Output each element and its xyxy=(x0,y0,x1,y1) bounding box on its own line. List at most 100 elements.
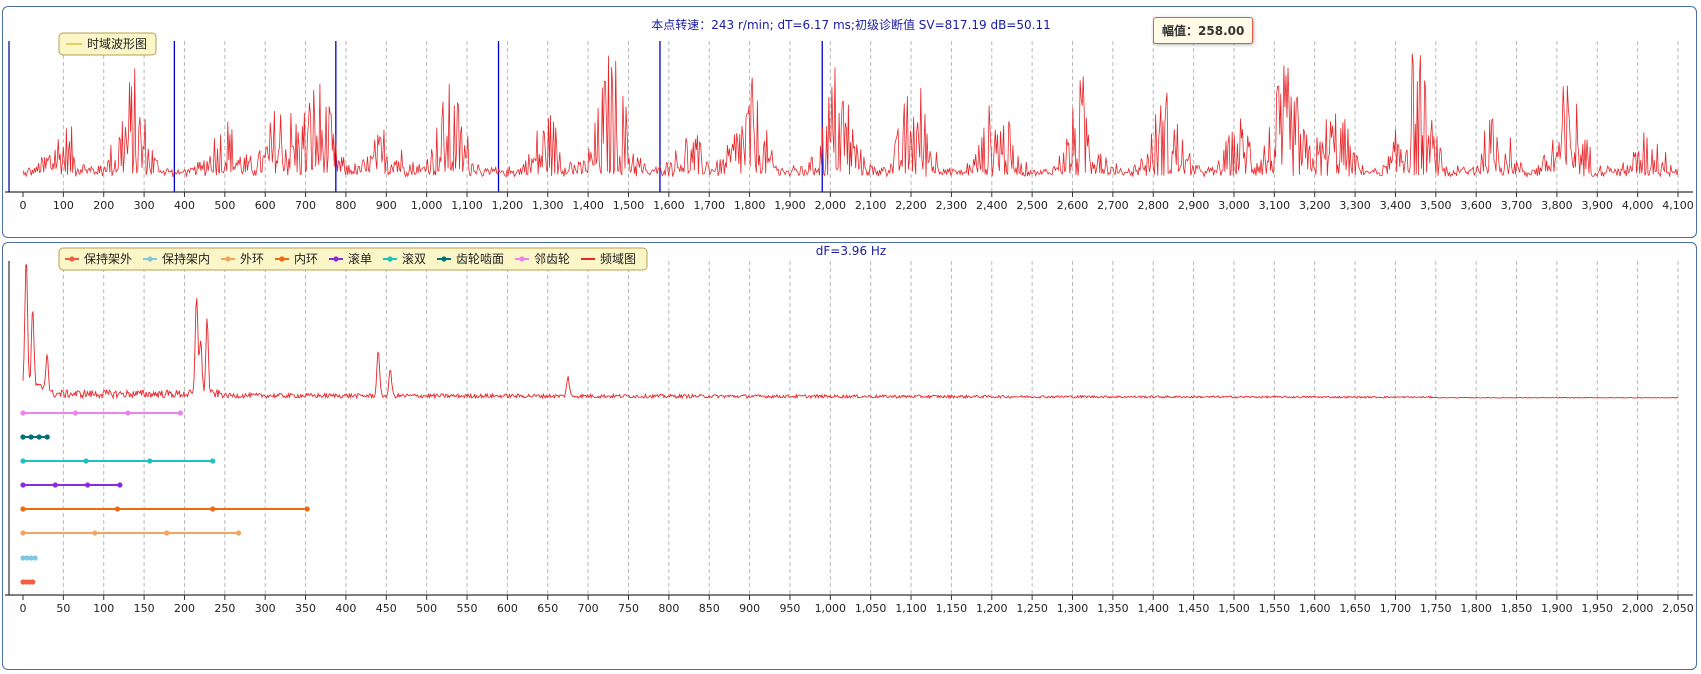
legend-label: 齿轮啮面 xyxy=(456,252,504,266)
x-tick-label: 2,300 xyxy=(936,199,968,212)
fault-point xyxy=(28,555,34,561)
legend-label: 外环 xyxy=(240,252,264,266)
x-tick-label: 400 xyxy=(174,199,195,212)
legend-marker xyxy=(441,256,447,262)
x-tick-label: 2,100 xyxy=(855,199,887,212)
x-tick-label: 2,900 xyxy=(1178,199,1210,212)
fault-point xyxy=(210,458,216,464)
legend-item[interactable]: 保持架外 xyxy=(65,251,132,266)
x-tick-label: 3,300 xyxy=(1339,199,1371,212)
x-tick-label: 3,700 xyxy=(1501,199,1533,212)
x-tick-label: 800 xyxy=(658,602,679,615)
x-tick-label: 3,200 xyxy=(1299,199,1331,212)
fault-point xyxy=(44,434,50,440)
time-waveform-chart[interactable]: 本点转速：243 r/min; dT=6.17 ms;初级诊断值 SV=817.… xyxy=(3,7,1697,238)
fault-point xyxy=(117,482,123,488)
legend-item[interactable]: 滚双 xyxy=(383,251,426,266)
legend-marker xyxy=(519,256,525,262)
x-tick-label: 1,300 xyxy=(1057,602,1089,615)
legend-item[interactable]: 邻齿轮 xyxy=(515,252,570,266)
x-tick-label: 50 xyxy=(56,602,70,615)
x-tick-label: 1,850 xyxy=(1501,602,1533,615)
fault-point xyxy=(30,579,36,585)
fault-point xyxy=(24,555,30,561)
fault-point xyxy=(20,482,26,488)
x-tick-label: 750 xyxy=(618,602,639,615)
legend-marker xyxy=(147,256,153,262)
fault-point xyxy=(20,410,26,416)
x-tick-label: 0 xyxy=(20,199,27,212)
legend-marker xyxy=(225,256,231,262)
legend-bottom[interactable]: 保持架外 保持架内 外环 内环 滚单 滚双 齿轮啮面 邻齿轮 频域图 xyxy=(58,247,648,271)
x-tick-label: 250 xyxy=(214,602,235,615)
waveform-series xyxy=(22,53,1679,179)
x-tick-label: 3,000 xyxy=(1218,199,1250,212)
legend-item[interactable]: 内环 xyxy=(275,252,318,266)
fault-point xyxy=(114,506,121,512)
x-tick-label: 3,500 xyxy=(1420,199,1452,212)
x-tick-label: 2,200 xyxy=(895,199,927,212)
x-tick-label: 1,900 xyxy=(774,199,806,212)
fault-point xyxy=(36,434,42,440)
fault-point xyxy=(28,434,34,440)
spectrum-series xyxy=(22,264,1679,400)
legend-item[interactable]: 滚单 xyxy=(329,251,372,266)
fault-point xyxy=(177,410,184,416)
chart-title-top: 本点转速：243 r/min; dT=6.17 ms;初级诊断值 SV=817.… xyxy=(651,17,1050,32)
x-tick-label: 1,650 xyxy=(1339,602,1371,615)
fault-series-5 xyxy=(20,530,242,536)
amplitude-tooltip: 幅值：258.00 xyxy=(1153,17,1254,44)
fault-point xyxy=(147,458,153,464)
fault-series-7 xyxy=(20,579,36,585)
x-tick-label: 850 xyxy=(699,602,720,615)
spectrum-panel: dF=3.96 Hz 0 50 100 150 200 250 300 350 400 450 500… xyxy=(2,242,1697,670)
fault-series-3 xyxy=(20,482,123,488)
x-tick-label: 100 xyxy=(53,199,74,212)
legend-box xyxy=(58,32,157,56)
legend-label: 滚双 xyxy=(402,251,426,266)
x-tick-label: 2,400 xyxy=(976,199,1008,212)
x-tick-label: 1,800 xyxy=(734,199,766,212)
fault-series-0 xyxy=(20,410,184,416)
x-tick-label: 200 xyxy=(174,602,195,615)
legend-marker xyxy=(387,256,393,262)
x-tick-label: 900 xyxy=(739,602,760,615)
x-tick-label: 4,100 xyxy=(1662,199,1694,212)
legend-item[interactable]: 保持架内 xyxy=(143,251,210,266)
legend-label: 时域波形图 xyxy=(87,37,147,51)
x-tick-label: 700 xyxy=(578,602,599,615)
x-tick-label: 300 xyxy=(255,602,276,615)
spectrum-chart[interactable]: dF=3.96 Hz 0 50 100 150 200 250 300 350 400 450 500… xyxy=(3,243,1697,670)
x-tick-label: 1,800 xyxy=(1460,602,1492,615)
x-tick-label: 1,000 xyxy=(815,602,847,615)
x-tick-label: 1,100 xyxy=(451,199,483,212)
x-tick-label: 900 xyxy=(376,199,397,212)
legend-item[interactable]: 齿轮啮面 xyxy=(437,252,504,266)
fault-point xyxy=(83,458,89,464)
fault-point xyxy=(20,434,26,440)
x-tick-label: 1,050 xyxy=(855,602,887,615)
tooltip-label: 幅值： xyxy=(1162,24,1199,38)
fault-point xyxy=(304,506,310,512)
x-tick-label: 2,700 xyxy=(1097,199,1129,212)
x-tick-label: 100 xyxy=(93,602,114,615)
x-tick-label: 2,000 xyxy=(815,199,847,212)
legend-marker xyxy=(333,256,339,262)
legend-label: 频域图 xyxy=(600,252,636,266)
legend-top[interactable]: 时域波形图 xyxy=(58,32,157,56)
fault-series-2 xyxy=(20,458,216,464)
x-tick-label: 1,250 xyxy=(1016,602,1048,615)
legend-item[interactable]: 频域图 xyxy=(581,252,636,266)
x-tick-label: 350 xyxy=(295,602,316,615)
x-tick-label: 1,900 xyxy=(1541,602,1573,615)
legend-label: 内环 xyxy=(294,252,318,266)
x-tick-label: 3,400 xyxy=(1380,199,1412,212)
x-tick-label: 650 xyxy=(537,602,558,615)
legend-item[interactable]: 外环 xyxy=(221,252,264,266)
time-waveform-panel: 本点转速：243 r/min; dT=6.17 ms;初级诊断值 SV=817.… xyxy=(2,6,1697,238)
x-tick-label: 2,000 xyxy=(1622,602,1654,615)
x-tick-label: 1,150 xyxy=(936,602,968,615)
fault-series-6 xyxy=(20,555,38,561)
x-tick-label: 1,600 xyxy=(1299,602,1331,615)
x-tick-label: 1,750 xyxy=(1420,602,1452,615)
